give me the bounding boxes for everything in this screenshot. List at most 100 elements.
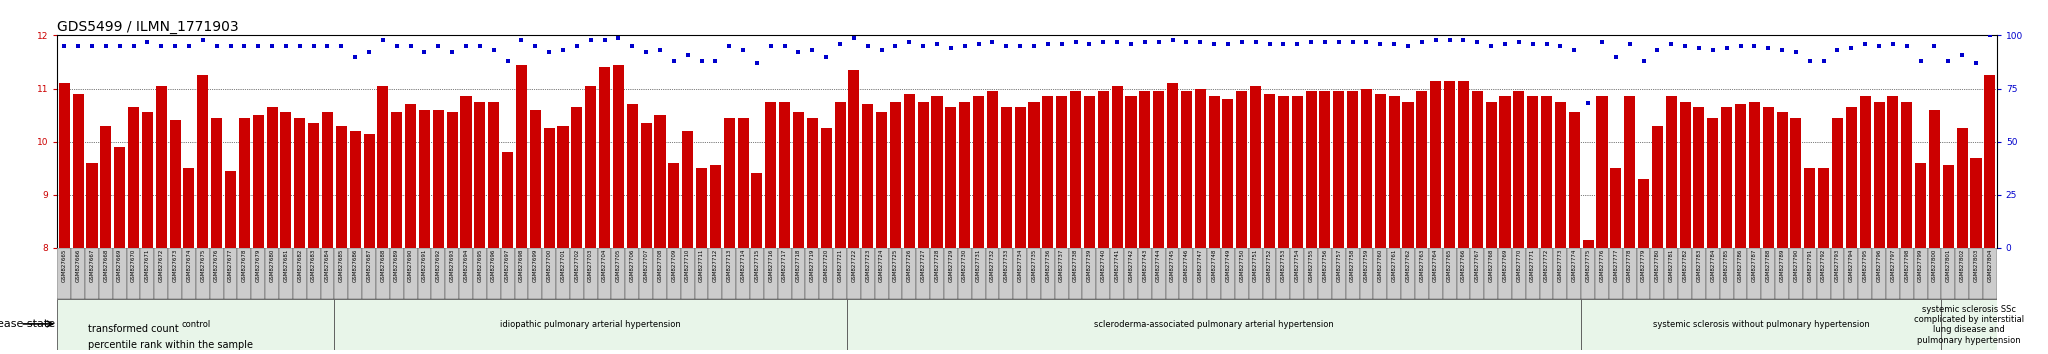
- Bar: [764, 248, 778, 299]
- Bar: [1112, 86, 1122, 248]
- Text: GSM827764: GSM827764: [1434, 249, 1438, 282]
- Bar: [985, 248, 999, 299]
- Bar: [1982, 248, 1997, 299]
- Point: [686, 58, 719, 64]
- Bar: [1735, 104, 1747, 248]
- Point: [1683, 45, 1716, 51]
- Bar: [735, 248, 750, 299]
- Text: GSM827680: GSM827680: [270, 249, 274, 282]
- Text: GSM827681: GSM827681: [283, 249, 289, 282]
- Point: [713, 43, 745, 49]
- Text: GSM827688: GSM827688: [381, 249, 385, 282]
- Text: GSM827797: GSM827797: [1890, 249, 1894, 282]
- Text: GSM827673: GSM827673: [172, 249, 178, 282]
- Point: [838, 35, 870, 40]
- Bar: [500, 248, 514, 299]
- Text: GSM827692: GSM827692: [436, 249, 440, 282]
- Bar: [266, 107, 279, 248]
- Text: GSM827723: GSM827723: [864, 249, 870, 282]
- Text: GSM827794: GSM827794: [1849, 249, 1853, 282]
- Point: [1419, 37, 1452, 42]
- Text: GSM827695: GSM827695: [477, 249, 483, 282]
- Bar: [322, 248, 334, 299]
- Bar: [557, 248, 569, 299]
- Bar: [987, 91, 997, 248]
- Bar: [444, 248, 459, 299]
- Point: [1559, 47, 1591, 53]
- Bar: [1913, 248, 1927, 299]
- Text: GSM827777: GSM827777: [1614, 249, 1618, 282]
- Point: [1253, 41, 1286, 47]
- Text: GSM827804: GSM827804: [1987, 249, 1993, 282]
- Point: [61, 43, 94, 49]
- Text: GSM827744: GSM827744: [1157, 249, 1161, 282]
- Point: [893, 39, 926, 45]
- Point: [1087, 39, 1120, 45]
- Text: GSM827722: GSM827722: [852, 249, 856, 282]
- Bar: [1528, 97, 1538, 248]
- Text: GSM827677: GSM827677: [227, 249, 233, 282]
- Text: transformed count: transformed count: [88, 324, 178, 334]
- Bar: [752, 173, 762, 248]
- Point: [1739, 43, 1772, 49]
- Text: GSM827666: GSM827666: [76, 249, 80, 282]
- Bar: [432, 110, 444, 248]
- Bar: [571, 107, 582, 248]
- Bar: [1276, 248, 1290, 299]
- Bar: [1624, 97, 1634, 248]
- Bar: [1858, 248, 1872, 299]
- Bar: [848, 70, 860, 248]
- Text: GSM827784: GSM827784: [1710, 249, 1716, 282]
- Bar: [1319, 91, 1331, 248]
- Bar: [1333, 91, 1343, 248]
- Text: GSM827714: GSM827714: [741, 249, 745, 282]
- Bar: [1677, 248, 1692, 299]
- Point: [989, 43, 1022, 49]
- Point: [1960, 60, 1993, 66]
- Bar: [1057, 97, 1067, 248]
- Bar: [1042, 97, 1053, 248]
- Text: GSM827775: GSM827775: [1585, 249, 1591, 282]
- Point: [672, 52, 705, 57]
- Text: GSM827705: GSM827705: [616, 249, 621, 282]
- Text: GSM827707: GSM827707: [643, 249, 649, 282]
- Bar: [1845, 248, 1858, 299]
- Bar: [1776, 113, 1788, 248]
- Bar: [127, 107, 139, 248]
- Bar: [1706, 248, 1720, 299]
- Text: GSM827802: GSM827802: [1960, 249, 1964, 282]
- Bar: [432, 248, 444, 299]
- Text: GSM827803: GSM827803: [1974, 249, 1978, 282]
- Bar: [209, 248, 223, 299]
- Point: [852, 43, 885, 49]
- Text: GSM827717: GSM827717: [782, 249, 786, 282]
- Bar: [958, 248, 971, 299]
- Bar: [281, 113, 291, 248]
- Point: [1516, 41, 1548, 47]
- Bar: [1278, 97, 1288, 248]
- Bar: [1098, 91, 1108, 248]
- Point: [283, 43, 315, 49]
- Bar: [293, 248, 307, 299]
- Bar: [1653, 126, 1663, 248]
- Bar: [655, 115, 666, 248]
- Text: GSM827726: GSM827726: [907, 249, 911, 282]
- Text: GSM827799: GSM827799: [1919, 249, 1923, 282]
- Bar: [946, 107, 956, 248]
- Text: GSM827710: GSM827710: [686, 249, 690, 282]
- Point: [922, 41, 954, 47]
- Text: GSM827718: GSM827718: [797, 249, 801, 282]
- Point: [518, 43, 551, 49]
- Text: GSM827756: GSM827756: [1323, 249, 1327, 282]
- Point: [1405, 39, 1438, 45]
- Bar: [502, 152, 514, 248]
- Bar: [1665, 97, 1677, 248]
- Bar: [1485, 248, 1497, 299]
- Bar: [723, 118, 735, 248]
- Text: GSM827783: GSM827783: [1696, 249, 1702, 282]
- Point: [727, 47, 760, 53]
- Text: GSM827702: GSM827702: [573, 249, 580, 282]
- Bar: [598, 67, 610, 248]
- Point: [1323, 39, 1356, 45]
- Bar: [1790, 248, 1802, 299]
